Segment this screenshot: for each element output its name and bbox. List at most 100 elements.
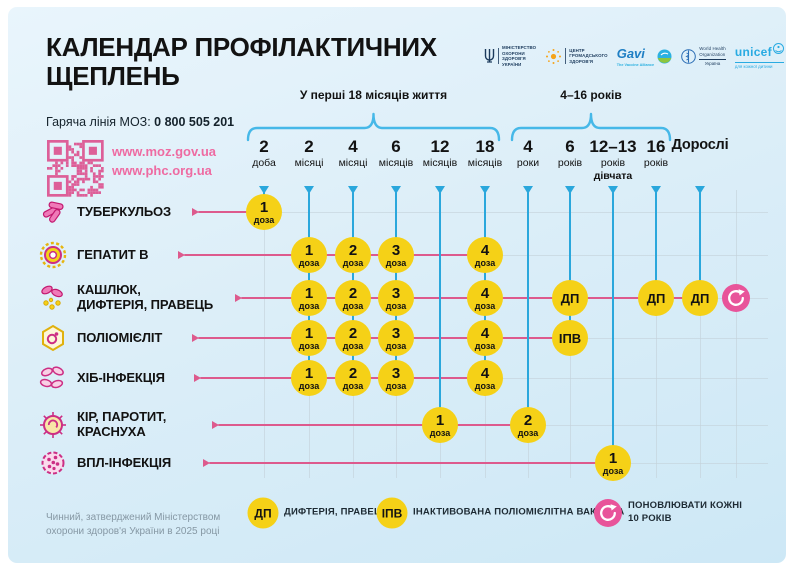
row-timeline-line [209,462,613,464]
row-label-pertussis-diphtheria-tetanus: КАШЛЮК, ДИФТЕРІЯ, ПРАВЕЦЬ [38,283,213,313]
legend-item-text: ДИФТЕРІЯ, ПРАВЕЦЬ [284,506,389,518]
dose-circle: 4 доза [467,280,503,316]
dose-circle: 3 доза [378,237,414,273]
column-arrow-icon [608,186,618,194]
dose-circle: 1 доза [595,445,631,481]
qr-code [46,139,105,198]
hotline-number: 0 800 505 201 [154,115,235,129]
column-arrow-icon [435,186,445,194]
bracket-label: У перші 18 місяців життя [299,88,448,102]
column-age: 12 [430,137,450,156]
column-unit: місяців [422,157,458,169]
refresh-every-10-years-icon [722,284,750,312]
dose-number: 2 [348,284,358,302]
legend-badge-text: ДП [254,506,272,520]
dose-circle: 1 доза [422,407,458,443]
dose-circle: 1 доза [291,237,327,273]
dose-number: 1 [304,284,314,302]
dose-number: 1 [259,198,269,216]
legend-item-text: ПОНОВЛЮВАТИ КОЖНІ 10 РОКІВ [628,500,743,524]
disease-name: ТУБЕРКУЛЬОЗ [77,203,172,219]
column-header-age-12: 12 місяців [423,138,457,169]
dose-circle: 2 доза [335,280,371,316]
column-age: 2 [259,137,269,156]
who-emblem-icon [681,48,697,64]
pertussis-diphtheria-tetanus-icon [38,283,68,313]
row-arrow-icon [212,420,219,429]
dose-circle: ДП [682,280,718,316]
dose-code: ІПВ [558,330,582,346]
hpv-infection-icon [38,448,68,478]
disease-name: ВПЛ-ІНФЕКЦІЯ [77,454,172,470]
dose-circle: 4 доза [467,360,503,396]
legend-refresh-icon [594,499,622,527]
row-label-hpv-infection: ВПЛ-ІНФЕКЦІЯ [38,448,171,478]
dose-word: доза [253,214,275,225]
poster-background: КАЛЕНДАР ПРОФІЛАКТИЧНИХ ЩЕПЛЕНЬ Гаряча л… [8,7,786,563]
dose-circle: 2 доза [335,320,371,356]
row-label-tuberculosis: ТУБЕРКУЛЬОЗ [38,197,171,227]
column-unit: роки [516,157,540,169]
dose-circle: ДП [552,280,588,316]
row-arrow-icon [203,458,210,467]
row-timeline-line [218,424,528,426]
legend-badge-text: ІПВ [381,506,403,520]
legend-item-text: ІНАКТИВОВАНА ПОЛІОМІЄЛІТНА ВАКЦИНА [413,506,625,518]
column-arrow-icon [391,186,401,194]
grid-row-gridline [246,377,768,379]
link-moz: www.moz.gov.ua [112,144,217,159]
dose-circle: 3 доза [378,360,414,396]
row-label-poliomyelitis: ПОЛІОМІЄЛІТ [38,323,162,353]
row-arrow-icon [235,293,242,302]
dose-word: доза [429,427,451,438]
dose-circle: 2 доза [335,360,371,396]
dose-circle: 2 доза [335,237,371,273]
column-arrow-icon [304,186,314,194]
dose-number: 1 [304,364,314,382]
tuberculosis-icon [38,197,68,227]
dose-word: доза [342,257,364,268]
column-arrow-icon [651,186,661,194]
disease-name: КАШЛЮК, ДИФТЕРІЯ, ПРАВЕЦЬ [77,282,214,312]
dose-circle: 4 доза [467,237,503,273]
column-header-age-4: 4 місяці [339,138,368,169]
column-unit: місяці [338,157,368,169]
dose-circle: ДП [638,280,674,316]
column-timeline-line [612,192,614,463]
dose-circle: 3 доза [378,320,414,356]
column-timeline-line [655,192,657,298]
website-links: www.moz.gov.ua www.phc.org.ua [112,143,216,181]
column-unit: років [600,157,626,169]
grid-column-gridline [735,190,737,478]
column-note: дівчата [593,169,633,182]
legend-badge: ДП [247,497,279,529]
column-unit: місяців [378,157,414,169]
dose-circle: 3 доза [378,280,414,316]
logo-phc: ЦЕНТР ГРОМАДСЬКОГО ЗДОРОВ'Я [545,48,608,65]
dose-number: 4 [480,364,490,382]
logo-moz: МІНІСТЕРСТВО ОХОРОНИ ЗДОРОВ'Я УКРАЇНИ [484,45,536,67]
dose-number: 4 [480,324,490,342]
column-arrow-icon [348,186,358,194]
disease-name: КІР, ПАРОТИТ, КРАСНУХА [77,409,167,439]
partner-logos: МІНІСТЕРСТВО ОХОРОНИ ЗДОРОВ'Я УКРАЇНИ ЦЕНТР Г… [484,35,784,77]
dose-word: доза [474,340,496,351]
dose-word: доза [385,340,407,351]
phc-sun-icon [546,48,562,64]
column-header-age-4: 4 роки [517,138,539,169]
grid-row-gridline [246,254,768,256]
column-header-age-2: 2 місяці [295,138,324,169]
row-arrow-icon [192,207,199,216]
dose-circle: 4 доза [467,320,503,356]
column-timeline-line [699,192,701,298]
dose-number: 2 [348,324,358,342]
dose-word: доза [298,257,320,268]
grid-column-gridline [699,190,701,478]
logo-gavi: Gavi The Vaccine Alliance [617,45,672,67]
column-age: 6 [565,137,575,156]
column-arrow-icon [480,186,490,194]
logo-who: World Health Organization Україна [681,46,726,66]
dose-number: 1 [304,241,314,259]
dose-circle: 1 доза [246,194,282,230]
